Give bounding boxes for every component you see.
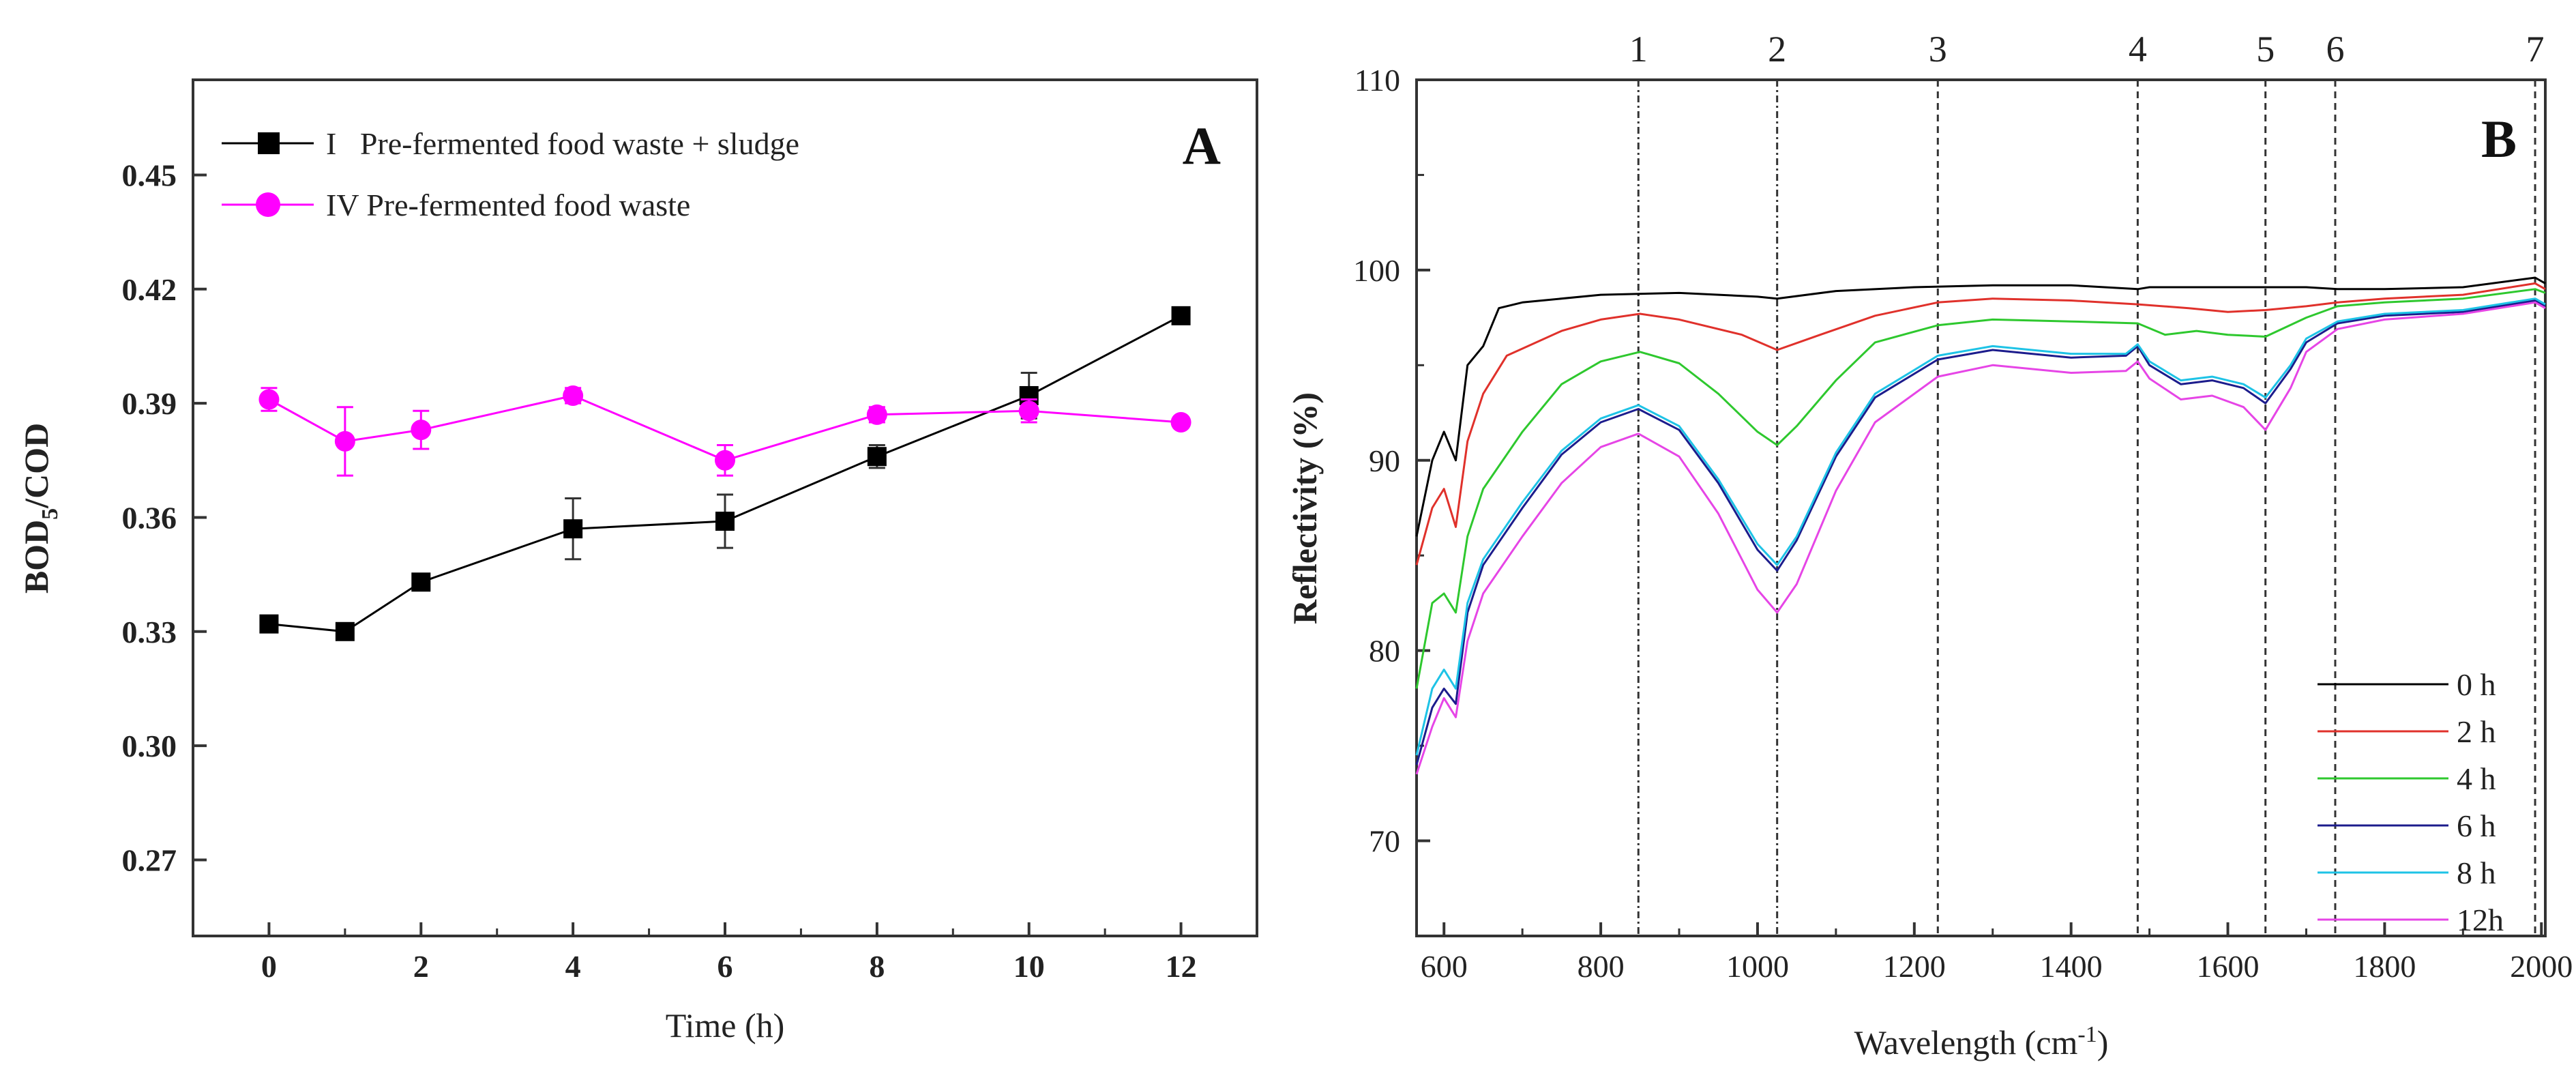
b-x-tick-label-2: 1000 — [1726, 949, 1789, 984]
a-x-tick-label-2: 4 — [565, 949, 581, 984]
a-y-tick-label-0: 0.27 — [122, 843, 177, 877]
a-point-square — [1171, 306, 1191, 325]
panel-b-plot-frame — [1415, 78, 2547, 937]
panel-a-y-axis-title-tail: /COD — [17, 423, 55, 509]
b-spectrum-1 — [1415, 282, 2546, 566]
a-x-tick-label-4: 8 — [869, 949, 885, 984]
b-band-label-3: 3 — [1929, 29, 1947, 70]
b-band-label-7: 7 — [2526, 29, 2545, 70]
a-series-line-0 — [269, 314, 1182, 633]
a-y-tick-label-3: 0.36 — [122, 500, 177, 535]
b-legend-label-4: 8 h — [2457, 855, 2496, 890]
b-x-tick-label-3: 1200 — [1883, 949, 1946, 984]
b-x-tick-label-1: 800 — [1578, 949, 1625, 984]
a-y-tick-label-2: 0.33 — [122, 615, 177, 649]
a-point-square — [715, 512, 735, 531]
a-point-circle — [334, 430, 355, 452]
panel-a-y-axis-title-main: BOD — [17, 520, 55, 594]
panel-b-x-axis-title: Wavelength (cm-1) — [1854, 1022, 2109, 1061]
b-spectrum-3 — [1415, 299, 2546, 765]
a-point-circle — [411, 420, 432, 441]
panel-a-chart: 0 2 4 6 8 10 12 0.27 0.30 0.33 0.36 0.39 0.42 0.45 I … — [17, 78, 1258, 1044]
a-legend-label-0: I Pre-fermented food waste + sludge — [326, 126, 799, 161]
b-y-tick-label-1: 80 — [1369, 634, 1400, 669]
a-point-circle — [715, 450, 735, 471]
panel-b-letter: B — [2481, 109, 2517, 169]
b-legend-label-2: 4 h — [2457, 761, 2496, 796]
a-y-tick-label-1: 0.30 — [122, 729, 177, 763]
panel-b-x-axis-title-tail: ) — [2097, 1023, 2109, 1061]
b-y-tick-label-4: 110 — [1354, 63, 1400, 98]
b-x-tick-label-4: 1400 — [2040, 949, 2103, 984]
b-band-label-2: 2 — [1768, 29, 1786, 70]
panel-b-chart: 1 2 3 4 5 6 7 600 800 1000 1200 1400 1600 1800 2000 70… — [1286, 29, 2573, 1061]
b-x-tick-label-5: 1600 — [2197, 949, 2260, 984]
panel-b-y-axis-title: Reflectivity (%) — [1286, 392, 1324, 624]
b-band-label-4: 4 — [2129, 29, 2147, 70]
panel-b-legend: 0 h 2 h 4 h 6 h 8 h 12h — [2318, 667, 2504, 937]
b-x-tick-label-0: 600 — [1421, 949, 1468, 984]
a-legend-label-1: IV Pre-fermented food waste — [326, 188, 690, 222]
b-spectrum-0 — [1415, 276, 2546, 537]
panel-b-x-axis-title-main: Wavelength (cm — [1854, 1023, 2078, 1061]
a-point-square — [259, 614, 279, 634]
b-band-label-5: 5 — [2256, 29, 2275, 70]
a-point-circle — [563, 385, 584, 406]
b-band-label-1: 1 — [1629, 29, 1648, 70]
panel-b-x-axis-title-superscript: -1 — [2077, 1022, 2097, 1047]
a-point-square — [563, 519, 583, 539]
a-x-tick-label-5: 10 — [1013, 949, 1045, 984]
a-legend-marker-0 — [258, 132, 280, 154]
a-legend-marker-1 — [256, 192, 280, 217]
a-x-tick-label-6: 12 — [1166, 949, 1197, 984]
a-x-tick-label-0: 0 — [261, 949, 277, 984]
b-legend-label-5: 12h — [2457, 903, 2504, 937]
panel-a-legend: I Pre-fermented food waste + sludge IV Pr… — [222, 126, 799, 222]
b-band-label-6: 6 — [2326, 29, 2344, 70]
a-point-square — [867, 447, 887, 467]
panel-a-x-axis-title: Time (h) — [666, 1006, 785, 1044]
panel-b-ticks: 600 800 1000 1200 1400 1600 1800 2000 70 80 90 100 1… — [1353, 63, 2573, 984]
a-series-line-1 — [268, 394, 1181, 462]
panel-a-y-axis-title: BOD5/COD — [17, 423, 63, 594]
a-y-tick-label-4: 0.39 — [122, 386, 177, 421]
panel-a-letter: A — [1183, 116, 1221, 175]
a-x-tick-label-3: 6 — [717, 949, 733, 984]
b-legend-label-1: 2 h — [2457, 714, 2496, 749]
b-legend-label-0: 0 h — [2457, 667, 2496, 702]
b-x-tick-label-7: 2000 — [2510, 949, 2573, 984]
a-point-circle — [1018, 400, 1039, 422]
b-y-tick-label-2: 90 — [1369, 443, 1400, 478]
b-y-tick-label-0: 70 — [1369, 824, 1400, 859]
b-x-tick-label-6: 1800 — [2353, 949, 2416, 984]
a-point-circle — [258, 389, 280, 410]
a-x-tick-label-1: 2 — [413, 949, 429, 984]
panel-a-ticks: 0 2 4 6 8 10 12 0.27 0.30 0.33 0.36 0.39 0.42 0.45 — [122, 158, 1258, 984]
b-spectrum-2 — [1415, 288, 2546, 689]
b-legend-label-3: 6 h — [2457, 808, 2496, 843]
b-spectrum-5 — [1415, 301, 2546, 775]
a-point-circle — [866, 404, 887, 425]
b-y-tick-label-3: 100 — [1353, 253, 1400, 288]
panel-b-band-lines: 1 2 3 4 5 6 7 — [1629, 29, 2545, 936]
a-point-square — [335, 621, 355, 641]
a-y-tick-label-6: 0.45 — [122, 158, 177, 192]
b-spectrum-4 — [1415, 297, 2546, 756]
a-point-square — [411, 572, 431, 592]
a-y-tick-label-5: 0.42 — [122, 272, 177, 307]
panel-a-y-axis-title-subscript: 5 — [38, 508, 63, 520]
panel-a-series — [258, 306, 1191, 641]
a-point-circle — [1170, 412, 1191, 433]
panel-b-series — [1415, 276, 2546, 775]
